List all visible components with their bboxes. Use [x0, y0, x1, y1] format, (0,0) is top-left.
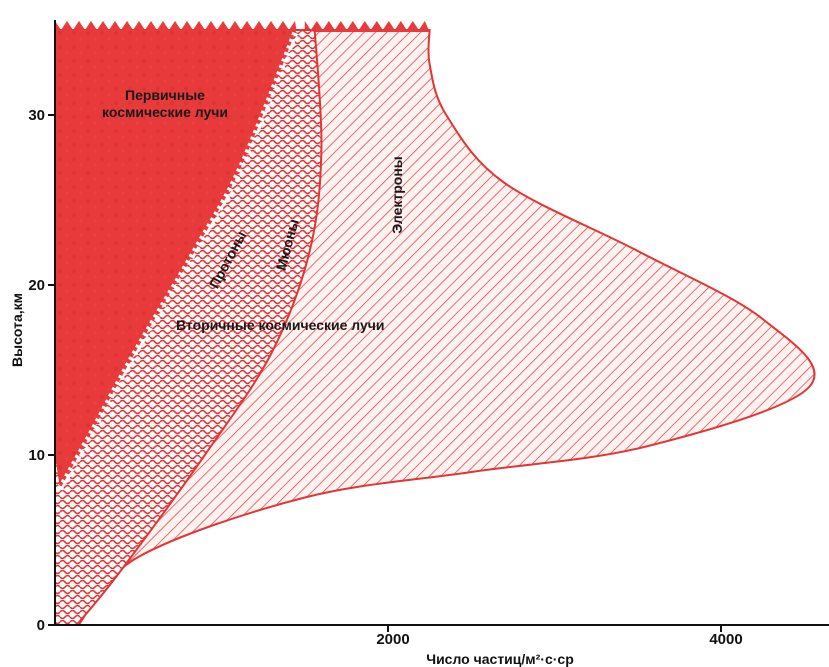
- x-tick-label-4000: 4000: [709, 631, 742, 648]
- electrons-label: Электроны: [389, 156, 405, 234]
- y-axis-title: Высота,км: [9, 293, 25, 367]
- electrons-top-edge: [304, 21, 430, 32]
- y-tick-label-10: 10: [28, 447, 45, 464]
- primary-label-line2: космические лучи: [102, 104, 228, 120]
- axes: [54, 20, 829, 626]
- primary-label-line1: Первичные: [125, 87, 205, 103]
- y-tick-label-0: 0: [37, 617, 45, 634]
- ticks: [48, 114, 722, 632]
- y-tick-label-20: 20: [28, 277, 45, 294]
- secondary-label: Вторичные космические лучи: [176, 317, 385, 333]
- primary-area: [55, 21, 297, 489]
- x-axis-title: Число частиц/м²·с·ср: [426, 651, 574, 667]
- y-tick-label-30: 30: [28, 107, 45, 124]
- x-tick-label-2000: 2000: [376, 631, 409, 648]
